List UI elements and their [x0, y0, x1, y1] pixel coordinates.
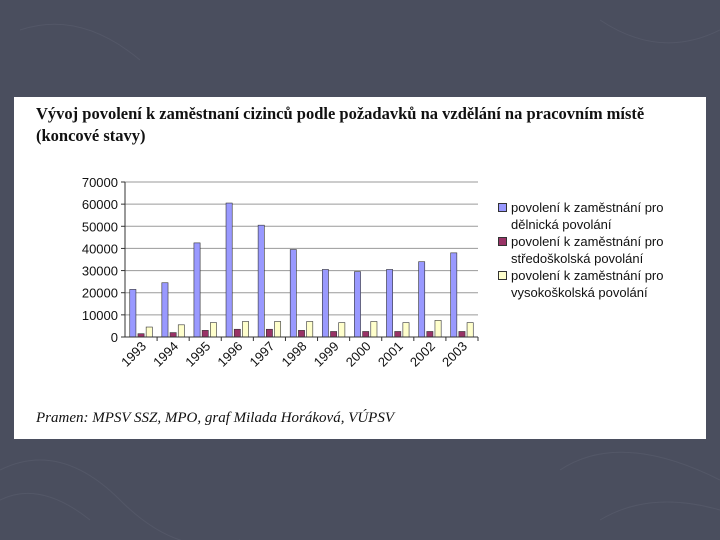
- legend: povolení k zaměstnání pro dělnická povol…: [498, 199, 698, 301]
- legend-item-vysokoskolska: povolení k zaměstnání pro vysokoškolská …: [498, 267, 698, 301]
- y-tick-label: 30000: [82, 264, 118, 279]
- x-tick-labels: 1993 1994 1995 1996 1997 1998 1999 2000 2001 2002…: [118, 339, 470, 370]
- y-tick-label: 0: [111, 330, 118, 345]
- bar: [362, 331, 370, 338]
- x-tick-label: 2002: [407, 339, 438, 370]
- chart-title: Vývoj povolení k zaměstnaní cizinců podl…: [36, 104, 645, 145]
- legend-label: povolení k zaměstnání pro vysokoškolská …: [511, 268, 664, 300]
- y-tick-label: 60000: [82, 197, 118, 212]
- chart-panel: Vývoj povolení k zaměstnaní cizinců podl…: [14, 97, 706, 439]
- x-tick-label: 1994: [150, 339, 181, 370]
- legend-swatch: [498, 237, 507, 246]
- bar: [394, 331, 402, 338]
- axes: [121, 181, 479, 341]
- x-tick-label: 1999: [311, 339, 342, 370]
- source-note: Pramen: MPSV SSZ, MPO, graf Milada Horák…: [36, 410, 395, 426]
- y-tick-label: 20000: [82, 286, 118, 301]
- bar: [402, 322, 410, 338]
- y-tick-label: 40000: [82, 241, 118, 256]
- bar: [201, 330, 209, 338]
- bar: [225, 202, 233, 338]
- bar: [370, 321, 378, 338]
- bar: [450, 252, 458, 338]
- x-tick-label: 1998: [279, 339, 310, 370]
- bar: [161, 282, 169, 338]
- bar: [266, 328, 273, 338]
- bar: [289, 249, 297, 338]
- bar: [418, 261, 426, 338]
- x-tick-label: 2000: [343, 339, 374, 370]
- bar: [129, 289, 137, 338]
- bar: [330, 331, 337, 338]
- bars: [129, 202, 474, 338]
- x-tick-label: 1997: [246, 339, 277, 370]
- x-tick-label: 2001: [375, 339, 406, 370]
- bar: [242, 321, 249, 338]
- bar: [354, 271, 361, 338]
- bar: [338, 322, 346, 338]
- bar: [210, 322, 217, 338]
- bar: [298, 330, 305, 338]
- x-tick-label: 1996: [214, 339, 245, 370]
- legend-item-stredoskolska: povolení k zaměstnání pro středoškolská …: [498, 233, 698, 267]
- bar: [233, 328, 241, 338]
- legend-swatch: [498, 203, 507, 212]
- bar: [434, 320, 442, 338]
- y-tick-label: 50000: [82, 219, 118, 234]
- bar: [274, 321, 282, 338]
- bar: [145, 326, 153, 338]
- bar: [177, 324, 185, 338]
- y-tick-label: 70000: [82, 175, 118, 190]
- bar: [426, 331, 434, 338]
- legend-label: povolení k zaměstnání pro dělnická povol…: [511, 200, 664, 232]
- bar: [321, 269, 329, 338]
- bar: [386, 269, 393, 338]
- x-tick-label: 2003: [439, 339, 470, 370]
- bar: [458, 331, 466, 338]
- legend-item-delnicka: povolení k zaměstnání pro dělnická povol…: [498, 199, 698, 233]
- x-tick-label: 1995: [182, 339, 213, 370]
- y-tick-labels: 70000 60000 50000 40000 30000 20000 10000 0: [82, 175, 118, 345]
- bar: [306, 321, 314, 338]
- legend-label: povolení k zaměstnání pro středoškolská …: [511, 234, 664, 266]
- bar-chart: 70000 60000 50000 40000 30000 20000 10000 0 199…: [82, 175, 479, 370]
- y-tick-label: 10000: [82, 308, 118, 323]
- legend-swatch: [498, 271, 507, 280]
- bar: [257, 224, 265, 338]
- bar: [466, 322, 474, 338]
- bar: [193, 242, 201, 338]
- bar: [169, 332, 177, 338]
- x-tick-label: 1993: [118, 339, 149, 370]
